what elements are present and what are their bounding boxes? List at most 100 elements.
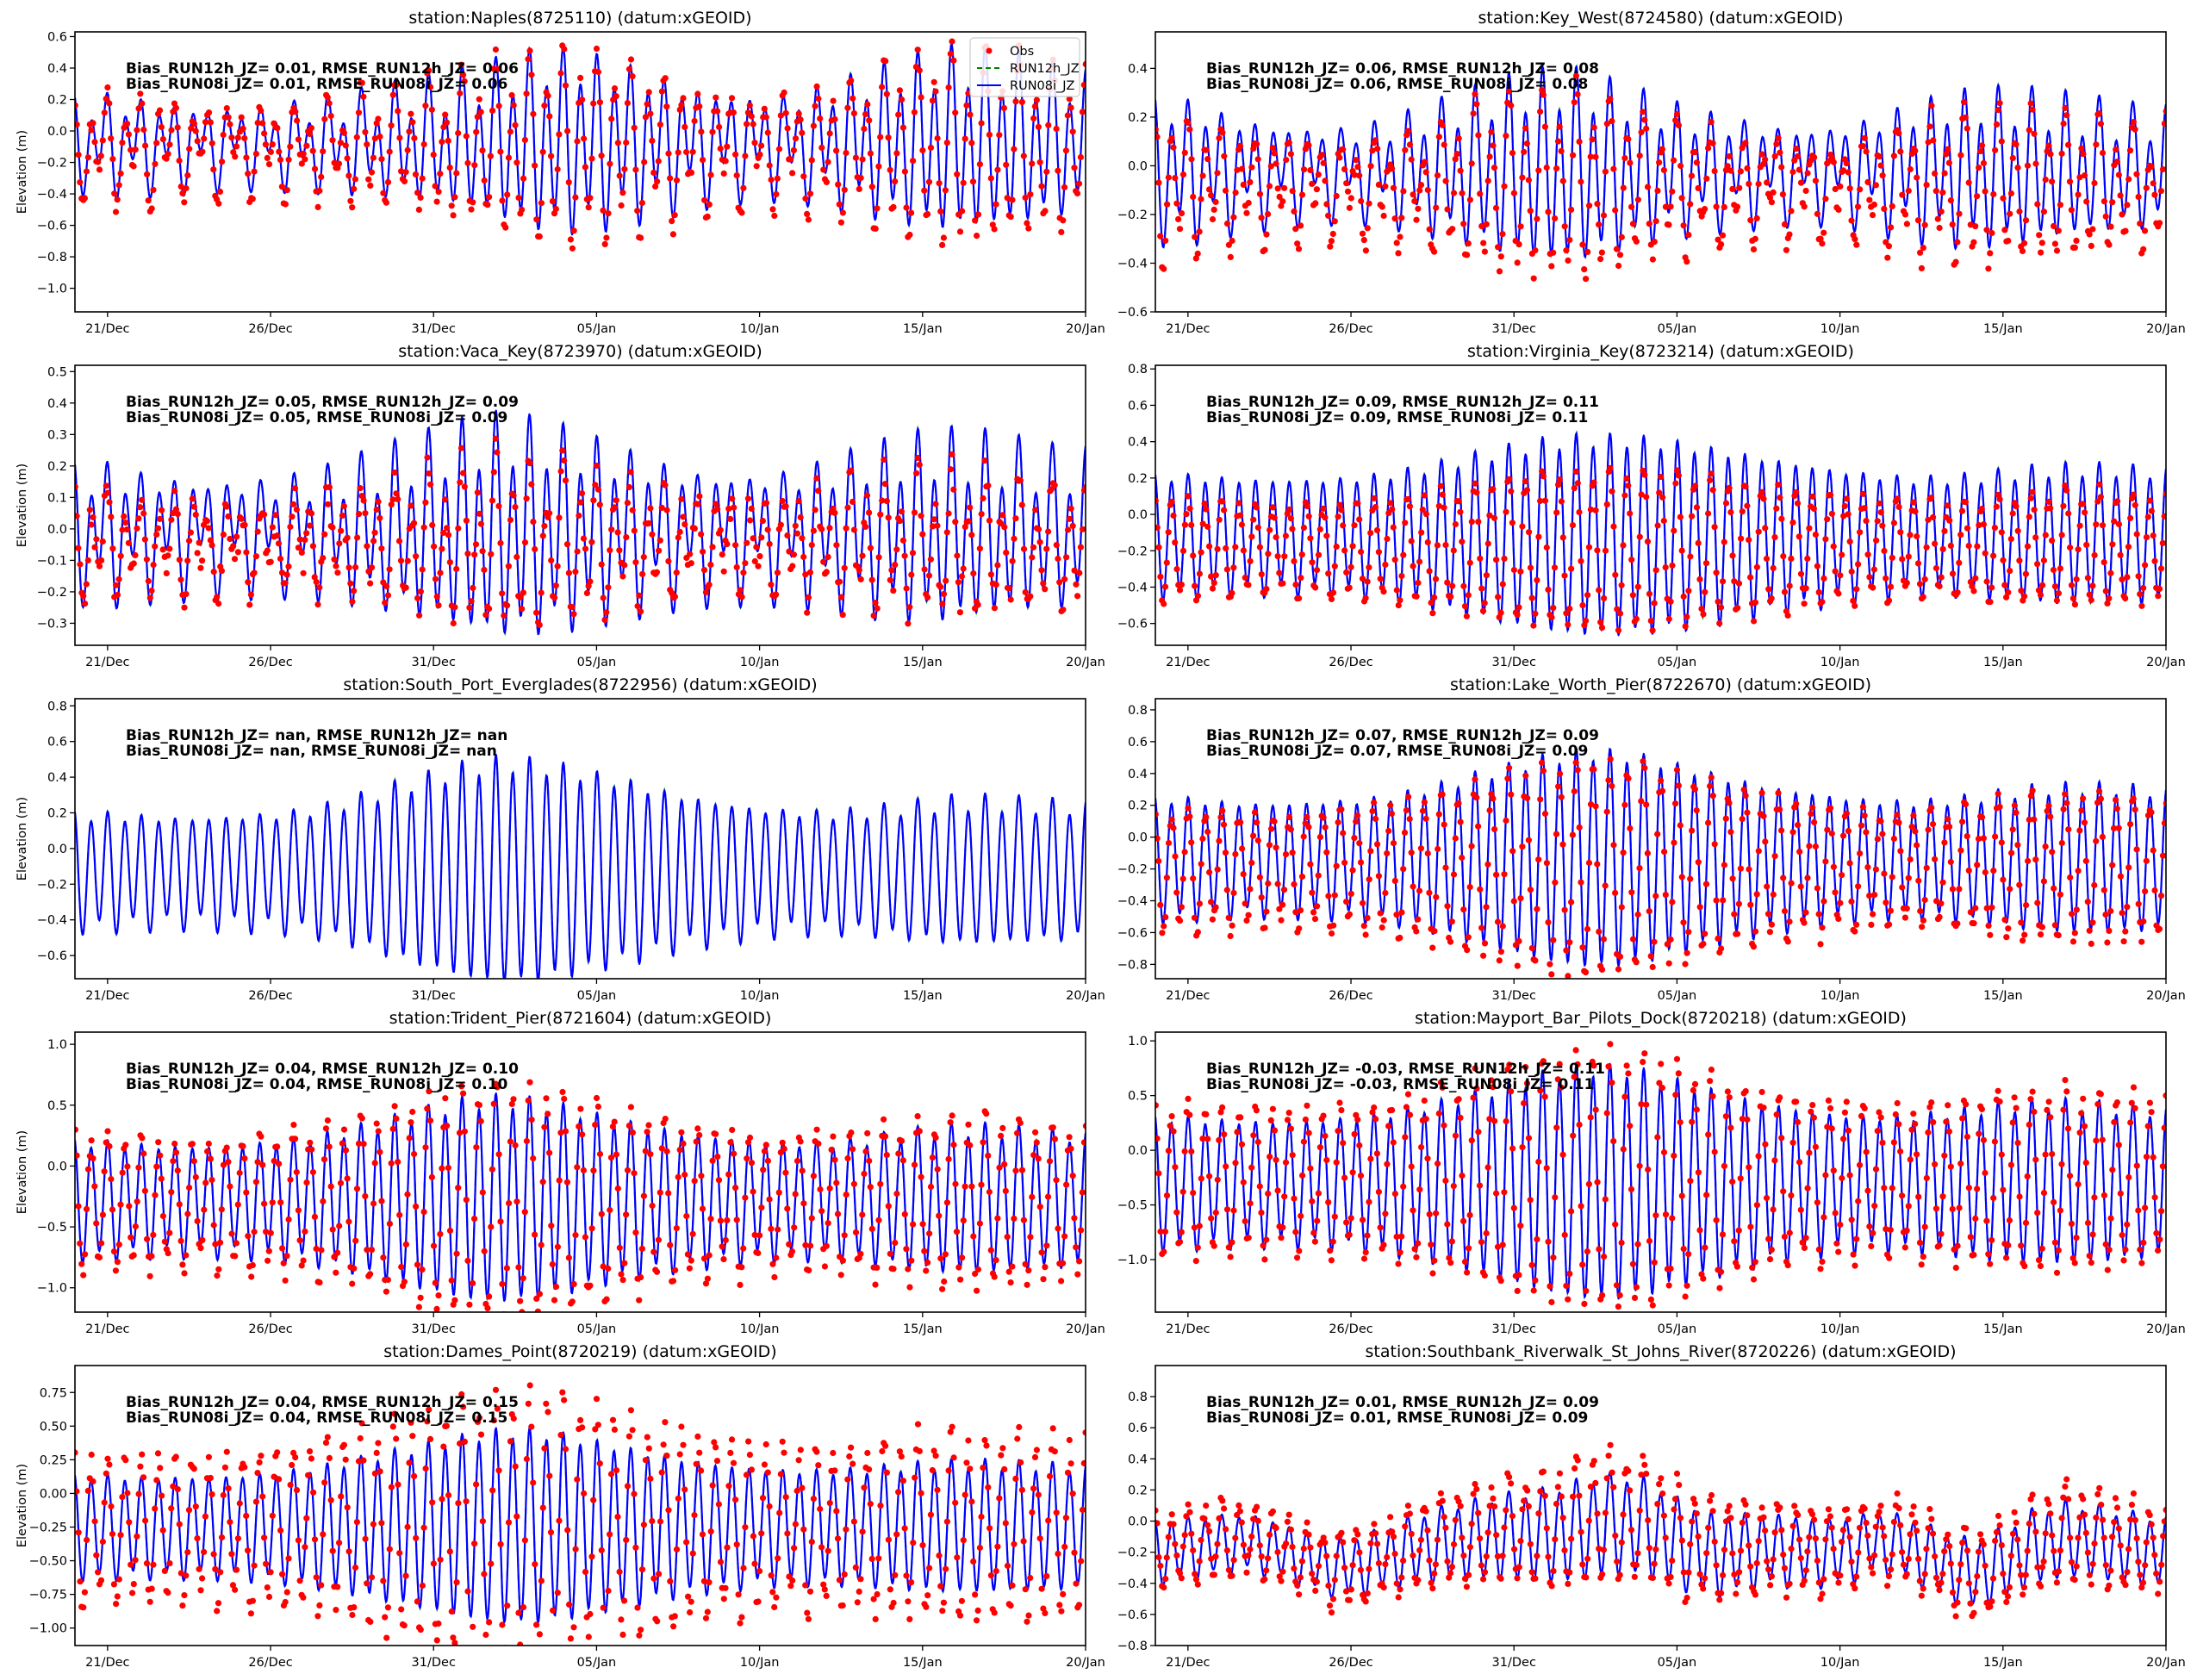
- obs-point: [1073, 581, 1080, 588]
- obs-point: [1281, 1193, 1288, 1200]
- obs-point: [146, 1598, 153, 1605]
- obs-point: [1822, 1172, 1829, 1179]
- y-tick-label: −0.2: [1117, 863, 1148, 877]
- x-tick-label: 21/Dec: [85, 322, 129, 336]
- obs-point: [792, 522, 799, 529]
- obs-point: [1329, 1238, 1336, 1245]
- obs-point: [1713, 1216, 1720, 1223]
- obs-point: [895, 111, 902, 118]
- obs-point: [1364, 578, 1371, 585]
- obs-point: [800, 173, 807, 180]
- obs-point: [1970, 920, 1977, 927]
- obs-point: [227, 535, 233, 543]
- obs-point: [252, 1179, 259, 1185]
- obs-point: [1742, 483, 1749, 490]
- obs-point: [1176, 587, 1184, 594]
- obs-point: [2107, 1215, 2114, 1222]
- obs-point: [2146, 1099, 2153, 1106]
- obs-point: [1074, 593, 1081, 600]
- obs-point: [2159, 539, 2166, 547]
- obs-point: [2130, 491, 2137, 498]
- obs-point: [1429, 610, 1436, 617]
- obs-point: [1861, 1104, 1868, 1111]
- obs-point: [1483, 572, 1490, 579]
- obs-point: [650, 1248, 657, 1255]
- obs-point: [823, 569, 830, 576]
- obs-point: [1038, 183, 1045, 190]
- obs-point: [1161, 1229, 1169, 1235]
- obs-point: [368, 1574, 376, 1581]
- obs-point: [455, 1500, 462, 1507]
- obs-point: [1978, 1105, 1985, 1113]
- obs-point: [446, 165, 453, 171]
- obs-point: [1905, 187, 1912, 195]
- obs-point: [401, 1622, 408, 1629]
- obs-point: [479, 1518, 487, 1525]
- obs-point: [768, 177, 775, 184]
- obs-point: [826, 1185, 833, 1192]
- obs-point: [404, 1191, 411, 1198]
- obs-point: [927, 1183, 935, 1191]
- obs-point: [802, 1241, 809, 1248]
- obs-point: [214, 594, 221, 600]
- obs-point: [1227, 1254, 1234, 1260]
- obs-point: [96, 166, 103, 173]
- obs-point: [2007, 536, 2014, 543]
- obs-point: [1292, 1229, 1299, 1235]
- obs-point: [306, 130, 314, 138]
- obs-point: [417, 194, 424, 201]
- obs-point: [764, 1157, 772, 1164]
- obs-point: [1422, 169, 1429, 176]
- series-run08i-jz-line: [75, 1092, 1086, 1303]
- obs-point: [470, 1623, 476, 1630]
- obs-point: [1390, 1139, 1397, 1146]
- obs-point: [1402, 1134, 1409, 1141]
- obs-point: [426, 1088, 433, 1095]
- obs-point: [140, 1474, 147, 1481]
- obs-point: [464, 1257, 471, 1264]
- obs-point: [1879, 522, 1886, 529]
- obs-point: [1885, 243, 1892, 250]
- obs-point: [1540, 91, 1547, 98]
- obs-point: [1419, 507, 1426, 513]
- obs-point: [1671, 527, 1677, 534]
- obs-point: [1300, 524, 1307, 532]
- obs-point: [1403, 1104, 1410, 1111]
- obs-point: [183, 1572, 190, 1579]
- obs-point: [1267, 163, 1274, 170]
- obs-point: [1742, 792, 1749, 800]
- obs-point: [1669, 899, 1676, 905]
- obs-point: [1612, 207, 1619, 214]
- obs-point: [839, 612, 846, 619]
- obs-point: [1571, 485, 1578, 492]
- obs-point: [386, 1546, 393, 1552]
- obs-point: [1329, 589, 1337, 596]
- obs-point: [1846, 538, 1853, 545]
- obs-point: [1711, 524, 1718, 531]
- y-tick-label: 1.0: [1128, 1035, 1148, 1048]
- obs-point: [119, 526, 126, 533]
- obs-point: [538, 200, 545, 207]
- obs-point: [1248, 859, 1255, 867]
- obs-point: [1358, 197, 1365, 205]
- obs-point: [1364, 914, 1371, 921]
- obs-point: [1415, 579, 1422, 587]
- obs-point: [2016, 881, 2023, 888]
- obs-point: [1947, 858, 1954, 866]
- obs-point: [1367, 1155, 1374, 1162]
- obs-point: [1393, 240, 1400, 246]
- y-tick-label: 0.0: [1128, 159, 1148, 173]
- obs-point: [1466, 884, 1473, 891]
- obs-point: [1559, 1151, 1566, 1158]
- obs-point: [2159, 852, 2166, 859]
- obs-point: [594, 1103, 602, 1111]
- obs-point: [1535, 533, 1542, 540]
- obs-point: [1170, 512, 1177, 520]
- obs-point: [1669, 562, 1676, 569]
- obs-point: [1033, 1139, 1040, 1146]
- obs-point: [357, 1434, 364, 1442]
- obs-point: [837, 594, 845, 600]
- obs-point: [623, 534, 630, 541]
- obs-point: [1687, 875, 1694, 882]
- obs-point: [1605, 777, 1612, 784]
